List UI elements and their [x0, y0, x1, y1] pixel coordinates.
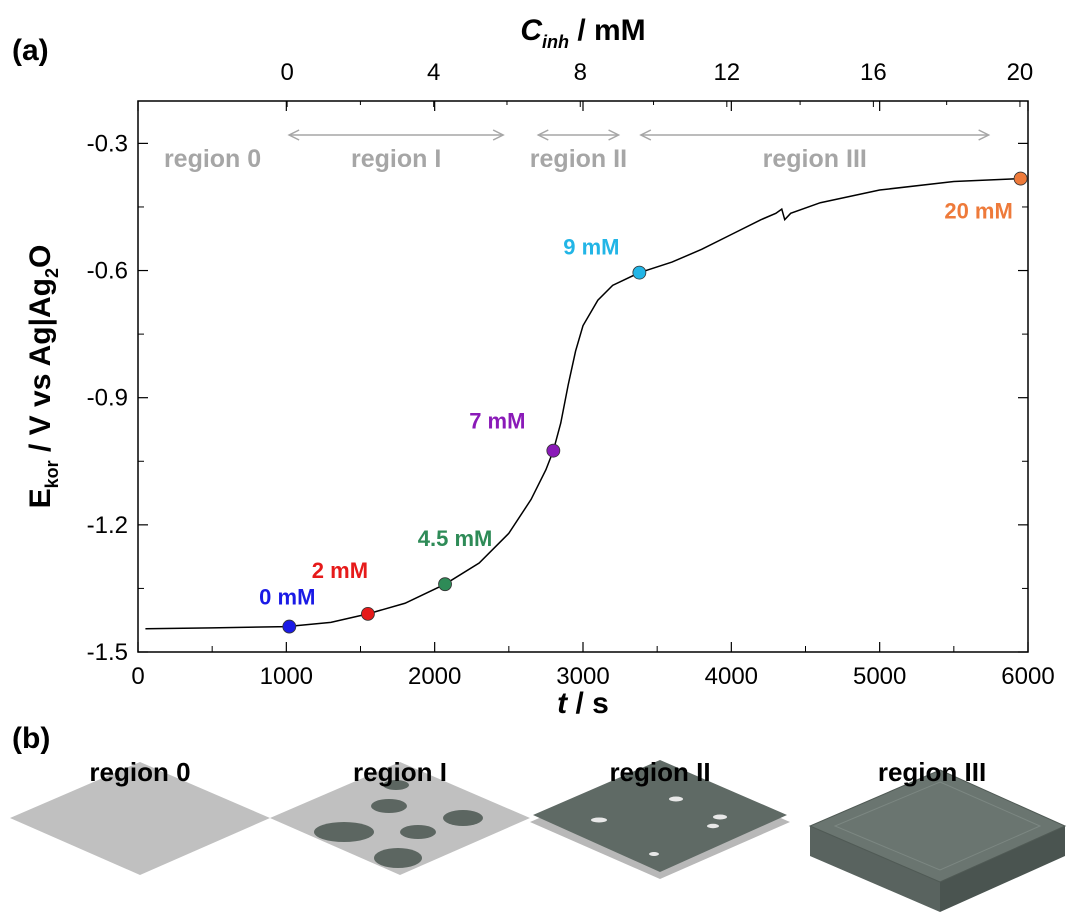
label-part: inh [542, 32, 569, 52]
marker [546, 443, 561, 458]
x-tick-label: 3000 [556, 663, 609, 690]
curve [145, 177, 1021, 630]
label-part: E [24, 488, 57, 508]
region-label: region III [763, 145, 867, 173]
region-3-rim [833, 781, 1042, 871]
region-title: region II [609, 757, 710, 787]
label-part: O [24, 245, 57, 268]
region-title: region 0 [89, 757, 190, 787]
x-tick-label: 0 [131, 663, 144, 690]
region-2-film [533, 760, 787, 872]
region-3-top [808, 769, 1067, 883]
pits [314, 780, 483, 868]
point-label: 7 mM [469, 409, 525, 434]
marker [1013, 171, 1028, 186]
label-part: 2 [42, 268, 62, 278]
y-axis-label: Ekor / V vs Ag|Ag2O [24, 245, 62, 509]
x-tick-label: 2000 [408, 663, 461, 690]
region-label: region I [351, 145, 441, 173]
point-label: 9 mM [563, 235, 619, 260]
marker [282, 619, 297, 634]
x-tick-label: 4000 [705, 663, 758, 690]
marker [632, 265, 647, 280]
point-label: 20 mM [944, 199, 1012, 224]
region-title: region I [353, 757, 447, 787]
x2-axis-label: Cinh / mM [520, 14, 645, 52]
region-3-side [810, 826, 940, 912]
holes [591, 796, 727, 856]
y-tick-label: -1.2 [87, 512, 128, 539]
marker [438, 577, 452, 592]
x2-tick-label: 8 [574, 59, 587, 86]
arrow-head [492, 129, 505, 141]
x-tick-label: 5000 [853, 663, 906, 690]
y-tick-label: -0.6 [87, 258, 128, 285]
arrow-head [978, 129, 991, 141]
point-label: 2 mM [312, 558, 368, 583]
arrow-head [536, 129, 549, 141]
x-axis-label: t / s [557, 687, 609, 720]
x2-tick-label: 12 [713, 59, 740, 86]
panel-label: (a) [12, 34, 49, 67]
x2-tick-label: 16 [860, 59, 887, 86]
label-part: / mM [569, 14, 646, 47]
region-3-side [940, 826, 1065, 912]
y-tick-label: -1.5 [87, 639, 128, 666]
region-1-surface [270, 762, 530, 875]
label-part: / s [567, 687, 609, 720]
arrow-head [639, 129, 652, 141]
label-part: t [557, 687, 569, 720]
y-tick-label: -0.3 [87, 130, 128, 157]
panel-label: (b) [12, 722, 50, 755]
region-label: region 0 [164, 145, 261, 173]
x-tick-label: 6000 [1001, 663, 1054, 690]
plot-frame [137, 100, 1029, 653]
x-tick-label: 1000 [260, 663, 313, 690]
x2-tick-label: 20 [1007, 59, 1034, 86]
x2-tick-label: 0 [280, 59, 293, 86]
arrow-head [287, 129, 300, 141]
region-title: region III [878, 757, 986, 787]
region-0-surface [10, 762, 270, 875]
label-part: C [520, 14, 543, 47]
label-part: / V vs Ag|Ag [24, 278, 57, 460]
label-part: kor [42, 460, 62, 488]
x2-tick-label: 4 [427, 59, 440, 86]
schematics [10, 760, 1067, 912]
region-label: region II [530, 145, 627, 173]
point-label: 4.5 mM [418, 526, 493, 551]
y-tick-label: -0.9 [87, 385, 128, 412]
marker [361, 606, 375, 621]
point-label: 0 mM [259, 585, 315, 610]
arrow-head [608, 129, 621, 141]
